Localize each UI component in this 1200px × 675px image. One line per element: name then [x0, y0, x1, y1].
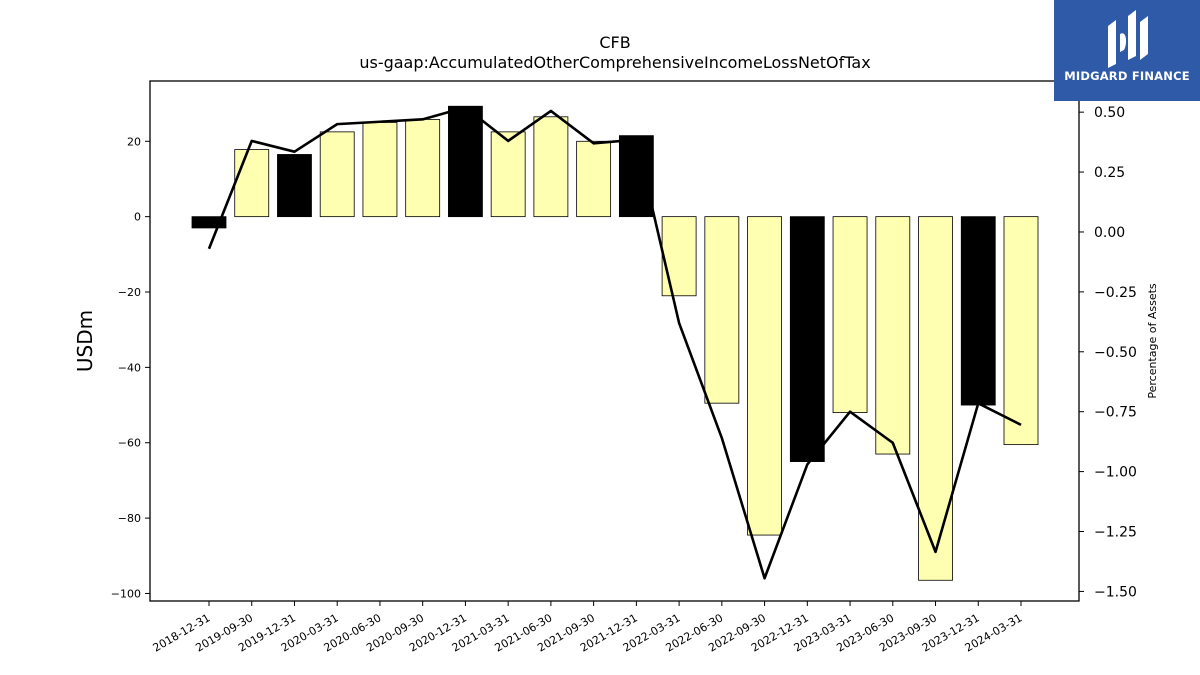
- chart-title: CFB: [599, 33, 630, 52]
- logo-mark-icon: [1108, 10, 1148, 68]
- y2-tick-label: −1.50: [1094, 584, 1137, 600]
- bar-2022-03-31: [661, 216, 697, 297]
- bar-2024-03-31: [1003, 216, 1039, 446]
- bar-2021-09-30: [576, 140, 612, 218]
- bar-2018-12-31: [191, 216, 227, 229]
- y2-tick-label: −1.25: [1094, 525, 1137, 541]
- y-tick-label: 20: [127, 135, 141, 148]
- series-line-percentage: [207, 106, 1022, 580]
- bar-2021-06-30: [533, 116, 569, 218]
- chart-subtitle: us-gaap:AccumulatedOtherComprehensiveInc…: [359, 53, 870, 72]
- brand-name: MIDGARD FINANCE: [1064, 69, 1190, 83]
- bar-2020-12-31: [448, 105, 483, 218]
- y2-tick-label: 0.00: [1094, 225, 1125, 241]
- y-tick-label: 0: [134, 211, 141, 224]
- y2-axis-label: Percentage of Assets: [1146, 283, 1159, 399]
- bar-2022-12-31: [789, 216, 825, 462]
- y-tick-label: −80: [118, 512, 141, 525]
- bar-2020-03-31: [319, 131, 355, 218]
- y2-tick-label: 0.50: [1094, 105, 1125, 121]
- plot-frame: [149, 80, 1080, 602]
- y-axis-left: −100 −80 −60 −40 −20 0 20: [111, 135, 150, 600]
- brand-logo: MIDGARD FINANCE: [1054, 0, 1200, 101]
- y-axis-right: −1.50 −1.25 −1.00 −0.75 −0.50 −0.25 0.00 0.25 0.…: [1079, 105, 1137, 600]
- bar-2019-12-31: [277, 154, 312, 218]
- y2-tick-label: −0.75: [1094, 405, 1137, 421]
- x-axis: 2018-12-312019-09-302019-12-312020-03-31…: [151, 601, 1025, 655]
- y2-tick-label: −1.00: [1094, 465, 1137, 481]
- bar-2023-03-31: [832, 216, 868, 413]
- bar-2020-06-30: [362, 122, 398, 218]
- bar-2020-09-30: [405, 119, 441, 218]
- line-layer: [207, 106, 1022, 580]
- bar-2022-06-30: [704, 216, 740, 404]
- y-tick-label: −60: [118, 437, 141, 450]
- bar-group: [191, 105, 1039, 581]
- y2-tick-label: 0.25: [1094, 165, 1125, 181]
- bar-2022-09-30: [747, 216, 782, 536]
- y-tick-label: −100: [111, 587, 141, 600]
- y-axis-label: USDm: [73, 310, 97, 372]
- y2-tick-label: −0.50: [1094, 345, 1137, 361]
- bar-2023-09-30: [918, 216, 953, 581]
- y-tick-label: −40: [118, 361, 141, 374]
- bar-2021-12-31: [618, 135, 654, 218]
- y-tick-label: −20: [118, 286, 141, 299]
- bar-2021-03-31: [490, 131, 526, 218]
- bar-2023-12-31: [960, 216, 996, 406]
- bar-2019-09-30: [234, 149, 270, 218]
- y2-tick-label: −0.25: [1094, 285, 1137, 301]
- bar-2023-06-30: [875, 216, 911, 455]
